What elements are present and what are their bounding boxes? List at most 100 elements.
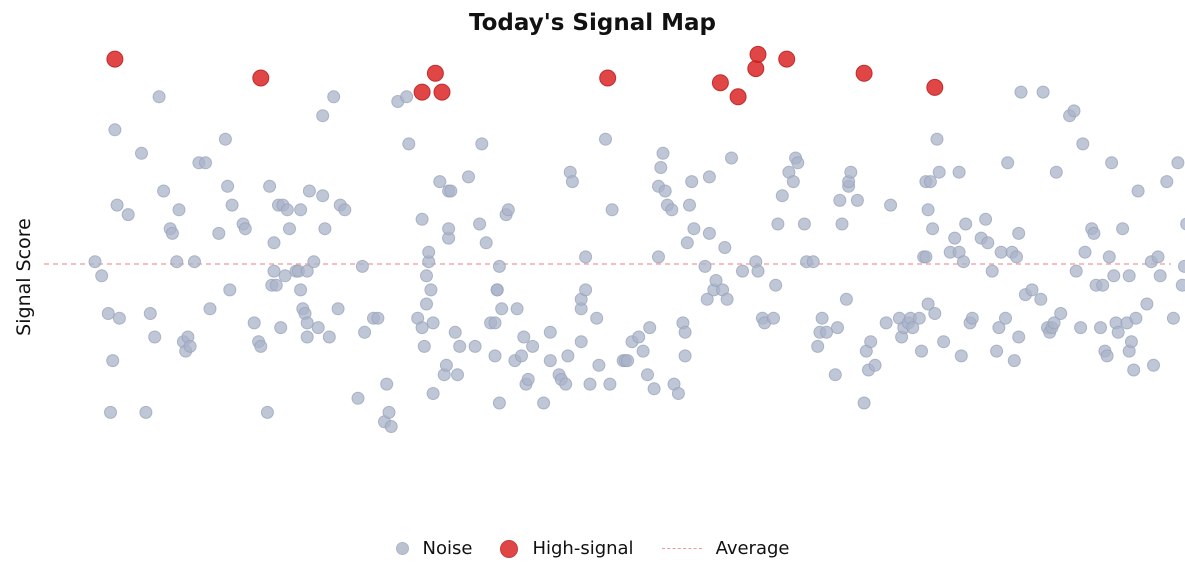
- legend-item-average: Average: [661, 538, 790, 559]
- noise-point: [170, 255, 184, 269]
- noise-point: [543, 354, 557, 368]
- noise-point: [574, 335, 588, 349]
- noise-point: [937, 335, 951, 349]
- noise-point: [1147, 358, 1160, 372]
- noise-point: [1105, 156, 1119, 170]
- noise-point: [183, 339, 197, 353]
- noise-point: [426, 316, 440, 330]
- noise-point: [238, 222, 252, 236]
- noise-point: [678, 349, 692, 363]
- noise-point: [121, 208, 135, 222]
- noise-point: [280, 203, 294, 217]
- noise-point: [351, 391, 365, 405]
- noise-point: [879, 316, 893, 330]
- noise-point: [1102, 250, 1116, 264]
- noise-point: [720, 292, 734, 306]
- legend-high-signal-marker: [500, 539, 519, 558]
- noise-point: [647, 382, 661, 396]
- noise-point: [221, 179, 235, 193]
- noise-point: [981, 236, 995, 250]
- noise-point: [468, 339, 482, 353]
- noise-point: [1131, 184, 1145, 198]
- legend-average-label: Average: [715, 538, 790, 559]
- noise-point: [112, 311, 126, 325]
- noise-point: [921, 203, 935, 217]
- noise-point: [1049, 165, 1063, 179]
- noise-point: [380, 377, 394, 391]
- noise-point: [424, 283, 438, 297]
- noise-point: [1001, 156, 1015, 170]
- noise-point: [300, 264, 314, 278]
- noise-point: [994, 245, 1008, 259]
- noise-point: [101, 307, 115, 320]
- noise-point: [833, 193, 847, 207]
- noise-point: [990, 344, 1004, 358]
- high-signal-point: [413, 83, 431, 101]
- noise-point: [267, 236, 281, 250]
- noise-point: [923, 175, 937, 189]
- high-signal-point: [747, 60, 765, 78]
- noise-point: [451, 368, 464, 382]
- noise-point: [199, 156, 212, 170]
- noise-point: [420, 269, 433, 283]
- noise-point: [1122, 269, 1136, 283]
- noise-point: [1094, 321, 1107, 335]
- noise-point: [999, 311, 1012, 325]
- noise-point: [420, 297, 433, 311]
- noise-point: [919, 250, 933, 264]
- noise-point: [820, 325, 833, 339]
- noise-point: [495, 302, 509, 316]
- noise-point: [203, 302, 217, 316]
- noise-point: [223, 283, 237, 297]
- noise-point: [188, 255, 201, 269]
- noise-point: [952, 165, 966, 179]
- noise-point: [488, 316, 502, 330]
- noise-point: [135, 146, 148, 160]
- noise-point: [561, 349, 575, 363]
- noise-point: [1124, 335, 1138, 349]
- noise-point: [599, 132, 612, 146]
- noise-point: [106, 354, 120, 368]
- noise-point: [702, 170, 716, 184]
- noise-point: [1054, 307, 1068, 320]
- noise-point: [636, 344, 650, 358]
- noise-point: [1069, 264, 1083, 278]
- noise-point: [510, 302, 524, 316]
- noise-point: [247, 316, 261, 330]
- noise-point: [157, 184, 171, 198]
- noise-point: [492, 259, 506, 273]
- noise-point: [307, 255, 321, 269]
- noise-point: [442, 222, 456, 236]
- noise-point: [1067, 104, 1081, 118]
- noise-point: [928, 307, 942, 320]
- noise-point: [316, 189, 330, 203]
- noise-point: [702, 226, 716, 240]
- noise-point: [643, 321, 657, 335]
- noise-point: [1076, 137, 1090, 151]
- noise-point: [786, 175, 800, 189]
- noise-point: [725, 151, 738, 165]
- noise-point: [1129, 311, 1143, 325]
- noise-point: [835, 217, 849, 231]
- noise-point: [521, 372, 535, 386]
- noise-point: [152, 90, 166, 104]
- noise-point: [283, 222, 296, 236]
- noise-point: [148, 330, 162, 344]
- noise-point: [212, 226, 226, 240]
- noise-point: [868, 358, 882, 372]
- noise-point: [632, 330, 646, 344]
- noise-point: [687, 222, 701, 236]
- noise-point: [1171, 156, 1185, 170]
- high-signal-point: [252, 69, 270, 87]
- noise-point: [278, 269, 292, 283]
- noise-point: [579, 250, 593, 264]
- noise-point: [652, 250, 665, 264]
- noise-point: [806, 255, 820, 269]
- high-signal-point: [729, 88, 747, 106]
- noise-point: [654, 161, 668, 174]
- noise-point: [959, 217, 973, 231]
- noise-point: [1178, 259, 1185, 273]
- legend-average-marker: [661, 548, 702, 549]
- noise-point: [490, 283, 504, 297]
